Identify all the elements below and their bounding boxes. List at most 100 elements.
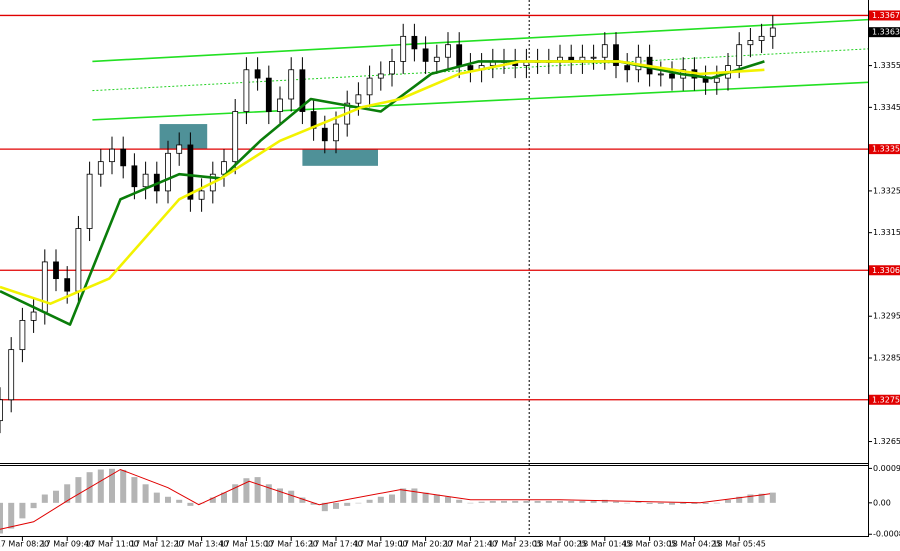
candle-body	[0, 399, 3, 422]
macd-bar	[299, 497, 306, 503]
macd-bar	[41, 494, 48, 503]
macd-bar	[277, 488, 283, 503]
candle-body	[624, 65, 631, 71]
macd-bar	[109, 468, 115, 503]
macd-bar	[176, 499, 183, 503]
candle-body	[769, 27, 776, 37]
candle-body	[747, 40, 754, 46]
macd-y-tick-label: 0.00	[873, 498, 891, 507]
candle-body	[53, 261, 59, 280]
x-tick-label: 17 Mar 20:20	[399, 540, 452, 549]
macd-bar	[165, 496, 171, 503]
x-tick-label: 17 Mar 12:20	[130, 540, 183, 549]
candle-body	[377, 73, 384, 79]
candle-body	[19, 319, 26, 351]
macd-bar	[579, 500, 586, 503]
zone	[159, 124, 208, 150]
candle-body	[445, 44, 451, 58]
macd-bar	[97, 469, 104, 503]
candle-body	[400, 35, 407, 62]
candle-body	[333, 123, 339, 142]
macd-bar	[19, 502, 26, 519]
macd-bar	[366, 499, 373, 503]
macd-bar	[8, 502, 15, 529]
y-tick-label: 1.3325	[873, 186, 900, 195]
candle-body	[389, 61, 395, 75]
y-tick-label: 1.3295	[873, 312, 900, 321]
macd-bar	[545, 500, 552, 503]
level-label-box	[869, 144, 900, 155]
candle-body	[254, 69, 261, 79]
x-tick-label: 17 Mar 13:40	[175, 540, 228, 549]
candle-body	[97, 161, 104, 175]
macd-bar	[568, 500, 575, 503]
x-tick-label: 17 Mar 21:40	[444, 540, 497, 549]
candle-body	[467, 65, 474, 71]
macd-bar	[0, 502, 3, 534]
candle-body	[657, 73, 664, 76]
macd-bar	[467, 502, 474, 504]
macd-bar	[445, 496, 451, 503]
candle-body	[433, 56, 440, 62]
macd-bar	[702, 502, 709, 504]
macd-bar	[422, 492, 429, 503]
moving-average	[0, 60, 765, 326]
macd-bar	[288, 490, 295, 503]
candle-body	[8, 349, 15, 401]
level-label: 1.3367	[872, 11, 900, 20]
macd-y-tick-label: -0.00083	[873, 530, 900, 539]
macd-bar	[523, 500, 530, 503]
candle-body	[411, 35, 418, 50]
x-tick-label: 18 Mar 05:45	[712, 540, 765, 549]
candle-body	[165, 152, 171, 192]
x-tick-label: 17 Mar 08:20	[0, 540, 49, 549]
macd-bar	[646, 502, 653, 504]
macd-bar	[713, 502, 720, 504]
macd-bar	[153, 492, 160, 503]
macd-bar	[377, 496, 384, 503]
macd-bar	[534, 500, 541, 503]
macd-bar	[624, 502, 631, 504]
macd-bar	[489, 500, 496, 503]
y-tick-label: 1.3345	[873, 103, 900, 112]
trendline	[92, 81, 869, 121]
x-tick-label: 17 Mar 15:00	[220, 540, 273, 549]
candle-body	[277, 98, 283, 112]
macd-signal	[0, 468, 771, 530]
candle-body	[131, 165, 138, 188]
macd-bar	[635, 501, 642, 503]
macd-bar	[725, 499, 731, 503]
macd-bar	[557, 500, 563, 503]
macd-bar	[333, 502, 339, 509]
candle-body	[30, 311, 37, 321]
x-tick-label: 18 Mar 00:25	[533, 540, 586, 549]
candle-body	[64, 278, 71, 292]
macd-bar	[769, 492, 776, 503]
candle-body	[456, 44, 463, 66]
candle-body	[366, 77, 373, 96]
macd-bar	[232, 484, 239, 503]
x-tick-label: 17 Mar 17:40	[309, 540, 362, 549]
candle-body	[120, 148, 127, 167]
macd-bar	[501, 500, 507, 503]
macd-bar	[355, 502, 362, 504]
macd-bar	[411, 488, 418, 503]
macd-bar	[512, 500, 519, 503]
x-tick-label: 17 Mar 19:00	[354, 540, 407, 549]
candle-body	[355, 94, 362, 104]
level-label: 1.3275	[872, 395, 900, 404]
candle-body	[41, 261, 48, 313]
macd-bar	[344, 502, 351, 506]
macd-bar	[601, 499, 608, 503]
macd-bar	[478, 501, 485, 503]
x-tick-label: 18 Mar 01:45	[578, 540, 631, 549]
candle-body	[590, 56, 597, 59]
macd-bar	[142, 484, 149, 503]
macd-bar	[669, 502, 675, 505]
macd-bar	[400, 488, 407, 503]
candle-body	[299, 69, 306, 112]
candle-body	[321, 127, 328, 142]
macd-bar	[310, 502, 317, 505]
macd-bar	[64, 484, 71, 503]
